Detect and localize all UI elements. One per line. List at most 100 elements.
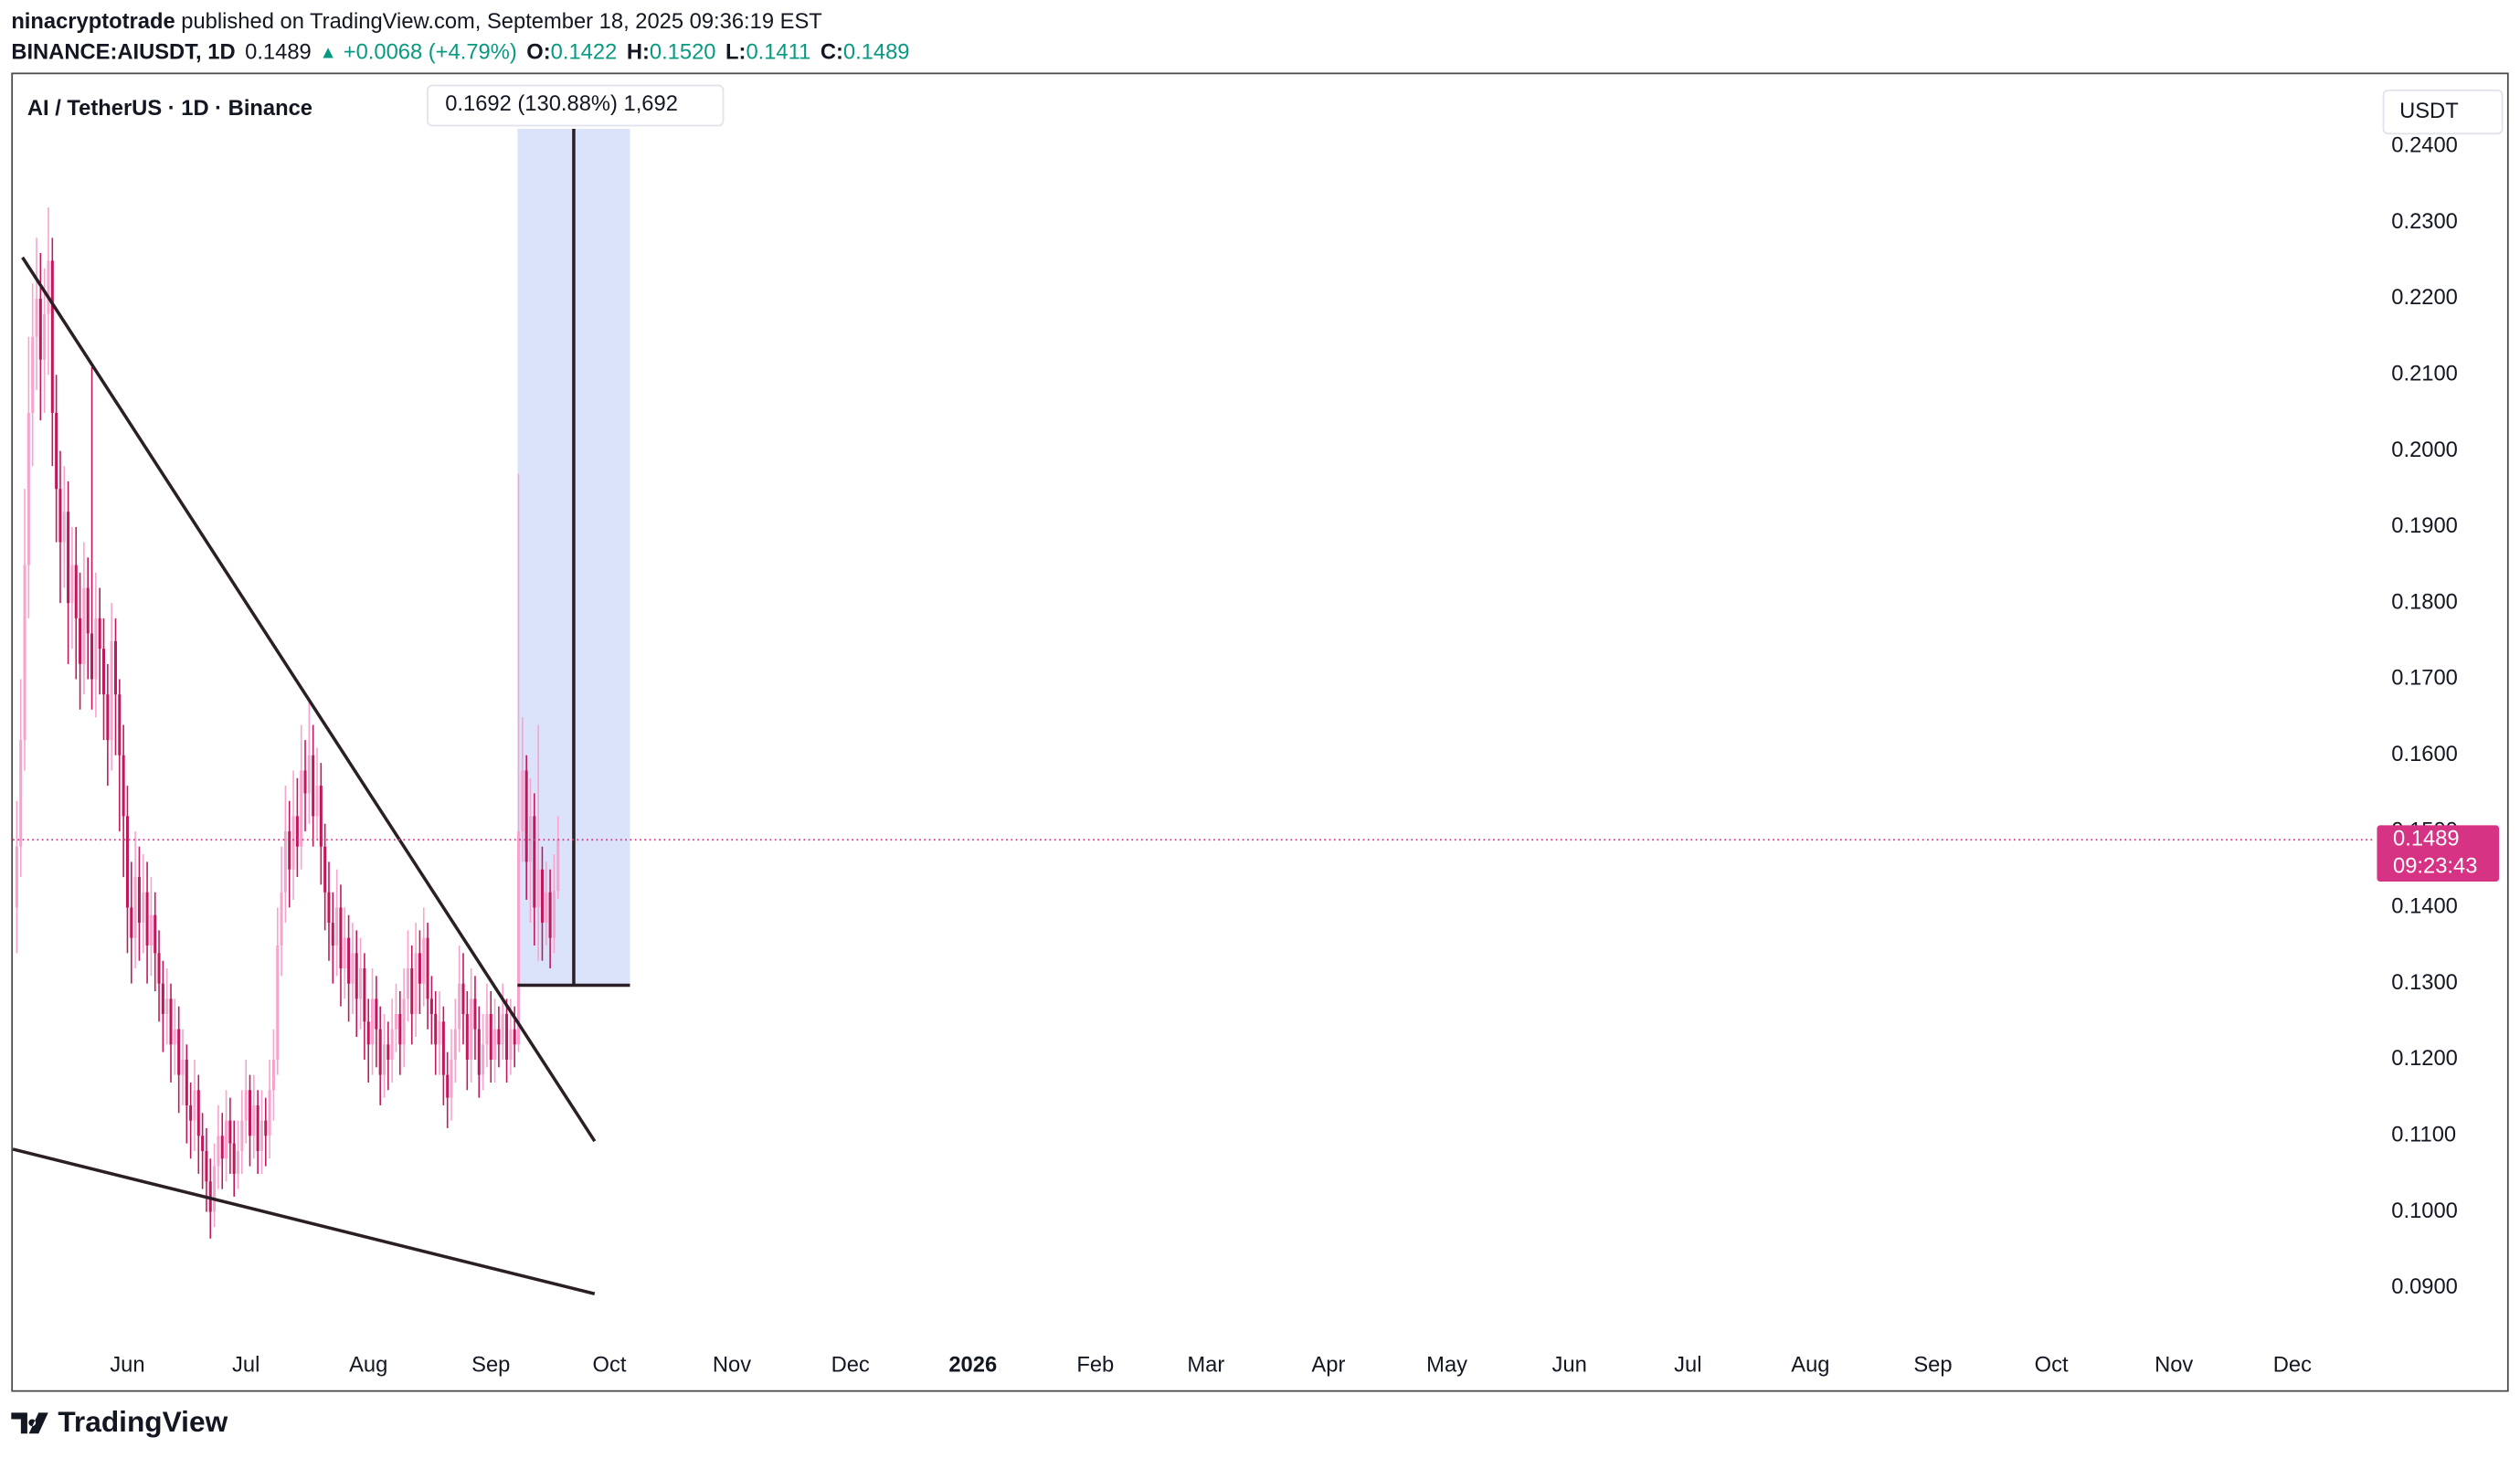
candle-body	[501, 1014, 504, 1045]
candle-body	[390, 1029, 394, 1060]
candle-body	[339, 907, 343, 969]
y-tick-label: 0.0900	[2391, 1275, 2458, 1299]
candle-body	[521, 770, 524, 832]
candle-body	[205, 1150, 208, 1182]
price-tag-label: 0.1489	[2393, 828, 2460, 851]
y-tick-label: 0.2000	[2391, 438, 2458, 462]
x-tick-label: Feb	[1076, 1354, 1114, 1378]
candle-body	[300, 770, 303, 847]
candle-body	[82, 587, 86, 664]
candle-body	[418, 953, 421, 984]
candle-body	[386, 1044, 390, 1060]
x-tick-label: May	[1426, 1354, 1467, 1378]
x-tick-label: Sep	[1913, 1354, 1952, 1378]
candle-body	[252, 1104, 256, 1136]
h: 0.1520	[650, 41, 716, 65]
candle-body	[331, 923, 334, 946]
y-tick-label: 0.2200	[2391, 286, 2458, 310]
x-tick-label: Nov	[713, 1354, 751, 1378]
x-tick-label: 2026	[948, 1354, 997, 1378]
o-label: O:	[526, 41, 550, 65]
y-tick-label: 0.1300	[2391, 971, 2458, 995]
candle-body	[359, 968, 363, 999]
candle-body	[79, 618, 82, 664]
candle-body	[323, 846, 327, 893]
candle-body	[31, 336, 35, 413]
published: published on TradingView.com, September …	[175, 10, 822, 34]
candle-body	[264, 1120, 268, 1136]
candle-body	[382, 1044, 386, 1075]
candle-body	[351, 953, 355, 984]
candle-body	[98, 618, 101, 650]
candle-body	[319, 786, 323, 847]
candle-body	[509, 1029, 513, 1060]
candle-body	[548, 892, 552, 938]
candle-body	[248, 1090, 252, 1136]
y-tick-label: 0.1100	[2391, 1124, 2456, 1147]
candle-body	[173, 1029, 176, 1045]
candle-body	[50, 260, 54, 413]
candle-body	[15, 846, 18, 908]
quote-line: BINANCE:AIUSDT, 1D 0.1489 ▲ +0.0068 (+4.79%…	[11, 41, 909, 65]
candle-body	[458, 983, 461, 1030]
candle-body	[477, 1029, 481, 1075]
x-tick-label: Sep	[471, 1354, 510, 1378]
candle-body	[280, 892, 283, 946]
drawings	[12, 129, 630, 1295]
header-line: ninacryptotrade published on TradingView…	[11, 10, 821, 34]
candle-body	[363, 968, 366, 1022]
x-tick-label: Aug	[1791, 1354, 1829, 1378]
candle-body	[154, 914, 157, 954]
candle-body	[58, 489, 62, 543]
chart-frame	[11, 72, 2509, 1392]
logo-text: TradingView	[58, 1405, 228, 1438]
x-tick-label: Mar	[1187, 1354, 1224, 1378]
candle-body	[67, 512, 70, 604]
author: ninacryptotrade	[11, 10, 175, 34]
candle-body	[189, 1104, 193, 1121]
candle-body	[169, 998, 173, 1045]
candle-body	[489, 1014, 492, 1060]
candle-body	[90, 633, 94, 680]
candle-body	[371, 998, 375, 1045]
candle-body	[213, 1166, 217, 1212]
candle-body	[288, 831, 291, 870]
measure-label: 0.1692 (130.88%) 1,692	[445, 92, 678, 116]
candle-body	[422, 937, 426, 984]
candle-body	[347, 937, 351, 984]
candle-body	[125, 816, 129, 908]
candle-body	[142, 892, 145, 924]
candle-body	[461, 983, 465, 1015]
candle-body	[196, 1090, 200, 1136]
y-tick-label: 0.2400	[2391, 134, 2458, 158]
candle-body	[327, 892, 331, 924]
currency[interactable]: USDT	[2399, 100, 2459, 123]
candle-body	[149, 914, 153, 946]
x-tick-label: Dec	[2273, 1354, 2312, 1378]
y-tick-label: 0.1000	[2391, 1199, 2458, 1223]
o: 0.1422	[551, 41, 618, 65]
candle-body	[181, 1059, 185, 1075]
candle-body	[177, 1029, 181, 1075]
candle-body	[552, 891, 556, 938]
candle-body	[35, 298, 38, 337]
candle-body	[513, 1029, 516, 1045]
candle-body	[240, 1120, 244, 1151]
price: 0.1489	[245, 41, 312, 65]
candle-body	[493, 1029, 497, 1060]
y-tick-label: 0.1400	[2391, 895, 2458, 919]
logo-mark	[11, 1412, 48, 1434]
logo: TradingView	[11, 1405, 228, 1438]
candle-body	[106, 694, 110, 741]
candle-body	[446, 1074, 450, 1098]
candle-body	[394, 1014, 397, 1030]
candle-body	[465, 1014, 469, 1060]
x-tick-label: Dec	[831, 1354, 870, 1378]
candle-body	[434, 1014, 438, 1045]
candle-body	[110, 640, 113, 741]
currency-button[interactable]	[2382, 89, 2504, 135]
candle-body	[145, 892, 149, 946]
